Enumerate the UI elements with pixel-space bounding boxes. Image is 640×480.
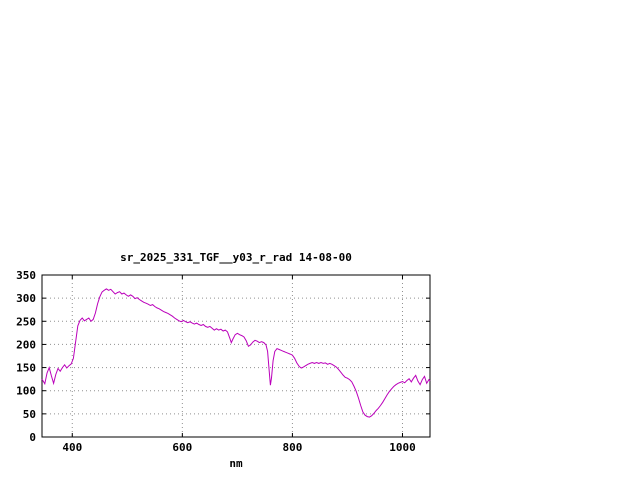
y-tick-label: 300 [16, 292, 36, 305]
y-tick-label: 150 [16, 362, 36, 375]
x-tick-label: 1000 [389, 441, 416, 454]
y-tick-label: 250 [16, 315, 36, 328]
y-tick-label: 50 [23, 408, 36, 421]
y-tick-label: 350 [16, 269, 36, 282]
x-tick-label: 600 [172, 441, 192, 454]
plot-area: 0 50 100 150 200 250 300 350 400 600 800 1000 [16, 269, 431, 454]
spectrum-chart: sr_2025_331_TGF__y03_r_rad 14-08-00 0 50 1… [0, 245, 450, 480]
y-tick-label: 0 [29, 431, 36, 444]
chart-title: sr_2025_331_TGF__y03_r_rad 14-08-00 [120, 251, 352, 264]
plot-border [41, 274, 431, 438]
x-tick-label: 800 [282, 441, 302, 454]
x-tick-label: 400 [62, 441, 82, 454]
y-tick-label: 200 [16, 338, 36, 351]
y-tick-label: 100 [16, 385, 36, 398]
x-axis-label: nm [229, 457, 243, 470]
series-line-spectral-radiance [41, 288, 431, 418]
